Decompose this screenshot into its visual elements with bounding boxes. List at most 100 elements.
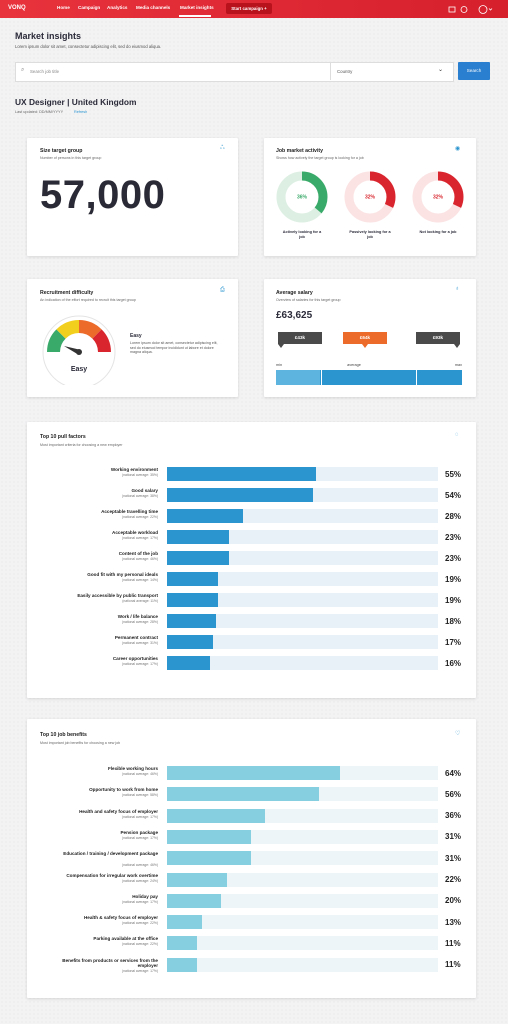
page-title: Market insights bbox=[15, 31, 82, 41]
national-average: (national average: 17%) bbox=[121, 814, 158, 819]
bar bbox=[167, 635, 214, 649]
track bbox=[167, 957, 438, 972]
user-icon[interactable] bbox=[478, 5, 488, 14]
bar bbox=[167, 551, 230, 565]
national-average: (national average: 28%) bbox=[121, 620, 158, 624]
salary-range-segment bbox=[276, 370, 320, 385]
card-title: Job market activity bbox=[276, 148, 323, 154]
category-label: Good salary bbox=[131, 488, 158, 493]
track bbox=[167, 915, 438, 930]
nav-link[interactable]: Campaign bbox=[78, 5, 101, 10]
donut-arc bbox=[344, 171, 396, 223]
gauge-segment bbox=[79, 320, 102, 339]
badge-icon: ⎙ bbox=[220, 287, 225, 293]
separator bbox=[320, 370, 322, 385]
national-average: (national average: 17%) bbox=[121, 536, 158, 540]
bar bbox=[167, 467, 317, 481]
category-label: Pension package bbox=[120, 829, 158, 835]
nav-link[interactable]: Home bbox=[57, 5, 70, 10]
money-icon: ♁ bbox=[455, 286, 460, 292]
search-input[interactable]: Search job title bbox=[30, 69, 60, 74]
briefcase-icon[interactable] bbox=[448, 6, 456, 13]
gift-icon: ♡ bbox=[455, 731, 461, 737]
bar bbox=[167, 808, 265, 823]
donut-arc bbox=[276, 171, 328, 223]
bar bbox=[167, 851, 251, 866]
donut-label: 36% bbox=[297, 195, 308, 201]
divider bbox=[330, 62, 331, 80]
category-label: Working environment bbox=[110, 467, 158, 472]
national-average: (national average: 38%) bbox=[121, 494, 158, 498]
track bbox=[167, 893, 438, 908]
activity-card bbox=[264, 138, 476, 256]
national-average: (national average: 17%) bbox=[121, 835, 158, 840]
search-bar bbox=[15, 62, 454, 82]
profile-title: UX Designer | United Kingdom bbox=[15, 97, 137, 107]
card-subtitle: Most important criteria for choosing a n… bbox=[40, 443, 123, 447]
value-label: 64% bbox=[445, 768, 462, 778]
nav-link[interactable]: Media channels bbox=[136, 5, 171, 10]
track bbox=[167, 593, 438, 607]
marker-pointer bbox=[278, 344, 284, 348]
gauge-segment bbox=[47, 329, 66, 352]
nav-link[interactable]: Analytics bbox=[107, 5, 128, 10]
active-underline bbox=[179, 15, 211, 17]
national-average: (national average: 35%) bbox=[121, 473, 158, 477]
salary-marker: £43k bbox=[278, 332, 322, 344]
value-label: 55% bbox=[445, 469, 462, 479]
salary-value: £63,625 bbox=[276, 310, 313, 321]
category-label: Career opportunities bbox=[112, 656, 158, 661]
people-icon: ஃ bbox=[220, 145, 225, 151]
bar bbox=[167, 509, 243, 523]
nav-link[interactable]: Market insights bbox=[180, 5, 214, 10]
category-label: Education / training / development packa… bbox=[63, 851, 158, 857]
value-label: 13% bbox=[445, 917, 462, 927]
national-average: (national average: 22%) bbox=[121, 515, 158, 519]
card-title: Size target group bbox=[40, 148, 83, 154]
value-label: 16% bbox=[445, 658, 462, 668]
nav-icons bbox=[448, 5, 493, 14]
salary-range-bar bbox=[276, 370, 462, 385]
page-subtitle: Lorem ipsum dolor sit amet, consectetur … bbox=[15, 44, 162, 49]
track bbox=[167, 936, 438, 951]
bar bbox=[167, 893, 222, 908]
national-average: (national average: 22%) bbox=[121, 942, 158, 947]
search-button[interactable]: Search bbox=[458, 62, 490, 80]
bar bbox=[167, 829, 251, 844]
value-label: 36% bbox=[445, 811, 462, 821]
category-label: Parking available at the office bbox=[93, 936, 158, 942]
refresh-link[interactable]: Refresh bbox=[74, 110, 88, 114]
card-title: Average salary bbox=[276, 290, 313, 296]
category-label: Content of the job bbox=[118, 551, 158, 556]
dropdown-arrow[interactable]: ⌄ bbox=[438, 67, 444, 73]
bar bbox=[167, 488, 314, 502]
card-subtitle: Number of persons in this target group bbox=[40, 156, 102, 160]
track bbox=[167, 635, 438, 649]
value-label: 54% bbox=[445, 490, 462, 500]
help-icon[interactable] bbox=[460, 6, 468, 13]
start-campaign-button[interactable]: Start campaign + bbox=[226, 3, 272, 14]
difficulty-description: Lorem ipsum dolor sit amet, consectetur … bbox=[130, 341, 218, 355]
segment-label: Passively looking for a job bbox=[349, 230, 391, 239]
size-value: 57,000 bbox=[40, 173, 166, 217]
bar bbox=[167, 936, 197, 951]
brand[interactable]: VONQ bbox=[8, 5, 26, 11]
value-label: 17% bbox=[445, 637, 462, 647]
country-select[interactable]: Country bbox=[337, 69, 353, 74]
card-subtitle: Most important job benefits for choosing… bbox=[40, 741, 121, 745]
category-label: Health and safety focus of employer bbox=[79, 808, 158, 814]
gauge bbox=[42, 315, 116, 385]
segment-label: Not looking for a job bbox=[419, 230, 457, 234]
bar bbox=[167, 957, 197, 972]
chevron[interactable] bbox=[488, 8, 493, 11]
national-average: (national average: 46%) bbox=[121, 862, 158, 867]
category-label: Opportunity to work from home bbox=[89, 787, 158, 793]
national-average: (national average: 58%) bbox=[121, 793, 158, 798]
category-label: Permanent contract bbox=[114, 635, 158, 640]
national-average: (national average: 17%) bbox=[121, 969, 158, 974]
search-icon: ⌕ bbox=[21, 67, 25, 73]
gauge-label: Easy bbox=[70, 366, 88, 373]
bar bbox=[167, 593, 219, 607]
national-average: (national average: 17%) bbox=[121, 899, 158, 904]
scale-label: average bbox=[347, 363, 361, 367]
